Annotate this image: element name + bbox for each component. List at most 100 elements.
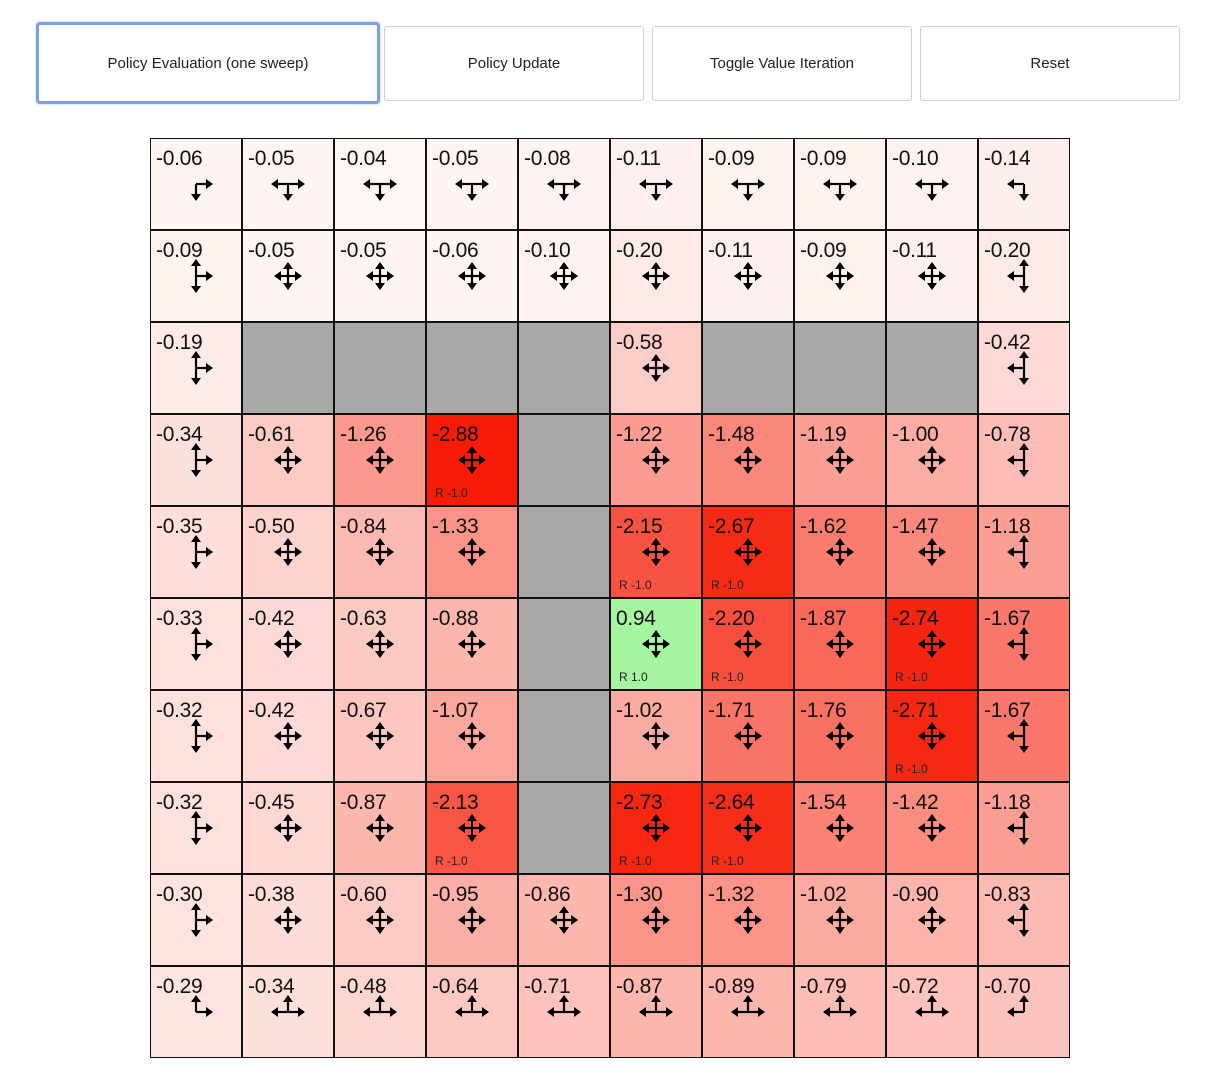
wall-cell[interactable] [518, 598, 610, 690]
policy-evaluation-button[interactable]: Policy Evaluation (one sweep) [36, 22, 380, 104]
grid-cell[interactable]: -0.20 [978, 230, 1070, 322]
grid-cell[interactable]: -0.38 [242, 874, 334, 966]
toggle-value-iteration-button[interactable]: Toggle Value Iteration [652, 26, 912, 101]
wall-cell[interactable] [518, 506, 610, 598]
grid-cell[interactable]: -0.32 [150, 690, 242, 782]
grid-cell[interactable]: -0.06 [150, 138, 242, 230]
reset-button[interactable]: Reset [920, 26, 1180, 101]
grid-cell[interactable]: -0.64 [426, 966, 518, 1058]
grid-cell[interactable]: -0.60 [334, 874, 426, 966]
grid-cell[interactable]: -1.02 [794, 874, 886, 966]
grid-cell[interactable]: -1.71 [702, 690, 794, 782]
grid-cell[interactable]: -1.47 [886, 506, 978, 598]
grid-cell[interactable]: -0.06 [426, 230, 518, 322]
grid-cell[interactable]: -0.11 [886, 230, 978, 322]
wall-cell[interactable] [518, 690, 610, 782]
grid-cell[interactable]: -0.84 [334, 506, 426, 598]
grid-cell[interactable]: -0.09 [150, 230, 242, 322]
grid-cell[interactable]: -0.42 [242, 598, 334, 690]
grid-cell[interactable]: -0.30 [150, 874, 242, 966]
grid-cell[interactable]: 0.94 R 1.0 [610, 598, 702, 690]
policy-update-button[interactable]: Policy Update [384, 26, 644, 101]
grid-cell[interactable]: -0.79 [794, 966, 886, 1058]
grid-cell[interactable]: -0.29 [150, 966, 242, 1058]
grid-cell[interactable]: -1.67 [978, 598, 1070, 690]
grid-cell[interactable]: -0.08 [518, 138, 610, 230]
grid-cell[interactable]: -0.20 [610, 230, 702, 322]
grid-cell[interactable]: -2.67 R -1.0 [702, 506, 794, 598]
grid-cell[interactable]: -1.26 [334, 414, 426, 506]
grid-cell[interactable]: -0.72 [886, 966, 978, 1058]
grid-cell[interactable]: -1.02 [610, 690, 702, 782]
grid-cell[interactable]: -2.71 R -1.0 [886, 690, 978, 782]
grid-cell[interactable]: -1.18 [978, 782, 1070, 874]
grid-cell[interactable]: -1.18 [978, 506, 1070, 598]
wall-cell[interactable] [886, 322, 978, 414]
grid-cell[interactable]: -0.34 [242, 966, 334, 1058]
grid-cell[interactable]: -0.87 [334, 782, 426, 874]
wall-cell[interactable] [518, 414, 610, 506]
grid-cell[interactable]: -0.10 [518, 230, 610, 322]
wall-cell[interactable] [518, 782, 610, 874]
grid-cell[interactable]: -0.34 [150, 414, 242, 506]
grid-cell[interactable]: -1.76 [794, 690, 886, 782]
grid-cell[interactable]: -2.74 R -1.0 [886, 598, 978, 690]
grid-cell[interactable]: -0.58 [610, 322, 702, 414]
wall-cell[interactable] [518, 322, 610, 414]
grid-cell[interactable]: -0.05 [334, 230, 426, 322]
grid-cell[interactable]: -2.88 R -1.0 [426, 414, 518, 506]
wall-cell[interactable] [334, 322, 426, 414]
grid-cell[interactable]: -1.62 [794, 506, 886, 598]
grid-cell[interactable]: -1.00 [886, 414, 978, 506]
grid-cell[interactable]: -0.71 [518, 966, 610, 1058]
wall-cell[interactable] [702, 322, 794, 414]
grid-cell[interactable]: -1.32 [702, 874, 794, 966]
grid-cell[interactable]: -0.05 [426, 138, 518, 230]
grid-cell[interactable]: -0.83 [978, 874, 1070, 966]
grid-cell[interactable]: -0.88 [426, 598, 518, 690]
grid-cell[interactable]: -1.30 [610, 874, 702, 966]
grid-cell[interactable]: -0.42 [242, 690, 334, 782]
grid-cell[interactable]: -0.95 [426, 874, 518, 966]
grid-cell[interactable]: -0.14 [978, 138, 1070, 230]
grid-cell[interactable]: -0.89 [702, 966, 794, 1058]
grid-cell[interactable]: -0.09 [794, 230, 886, 322]
grid-cell[interactable]: -0.50 [242, 506, 334, 598]
grid-cell[interactable]: -0.33 [150, 598, 242, 690]
grid-cell[interactable]: -1.42 [886, 782, 978, 874]
grid-cell[interactable]: -0.63 [334, 598, 426, 690]
grid-cell[interactable]: -0.70 [978, 966, 1070, 1058]
grid-cell[interactable]: -0.05 [242, 138, 334, 230]
grid-cell[interactable]: -0.67 [334, 690, 426, 782]
grid-cell[interactable]: -0.90 [886, 874, 978, 966]
grid-cell[interactable]: -2.15 R -1.0 [610, 506, 702, 598]
grid-cell[interactable]: -1.54 [794, 782, 886, 874]
grid-cell[interactable]: -1.33 [426, 506, 518, 598]
grid-cell[interactable]: -1.19 [794, 414, 886, 506]
grid-cell[interactable]: -1.87 [794, 598, 886, 690]
grid-cell[interactable]: -0.11 [610, 138, 702, 230]
grid-cell[interactable]: -0.04 [334, 138, 426, 230]
grid-cell[interactable]: -0.32 [150, 782, 242, 874]
grid-cell[interactable]: -0.48 [334, 966, 426, 1058]
grid-cell[interactable]: -0.78 [978, 414, 1070, 506]
grid-cell[interactable]: -2.64 R -1.0 [702, 782, 794, 874]
wall-cell[interactable] [242, 322, 334, 414]
grid-cell[interactable]: -0.42 [978, 322, 1070, 414]
wall-cell[interactable] [426, 322, 518, 414]
grid-cell[interactable]: -0.09 [794, 138, 886, 230]
grid-cell[interactable]: -2.73 R -1.0 [610, 782, 702, 874]
grid-cell[interactable]: -2.20 R -1.0 [702, 598, 794, 690]
grid-cell[interactable]: -0.61 [242, 414, 334, 506]
grid-cell[interactable]: -0.11 [702, 230, 794, 322]
grid-cell[interactable]: -1.22 [610, 414, 702, 506]
grid-cell[interactable]: -0.35 [150, 506, 242, 598]
grid-cell[interactable]: -0.19 [150, 322, 242, 414]
grid-cell[interactable]: -0.45 [242, 782, 334, 874]
grid-cell[interactable]: -0.86 [518, 874, 610, 966]
grid-cell[interactable]: -2.13 R -1.0 [426, 782, 518, 874]
grid-cell[interactable]: -0.87 [610, 966, 702, 1058]
grid-cell[interactable]: -0.10 [886, 138, 978, 230]
grid-cell[interactable]: -1.67 [978, 690, 1070, 782]
grid-cell[interactable]: -0.09 [702, 138, 794, 230]
